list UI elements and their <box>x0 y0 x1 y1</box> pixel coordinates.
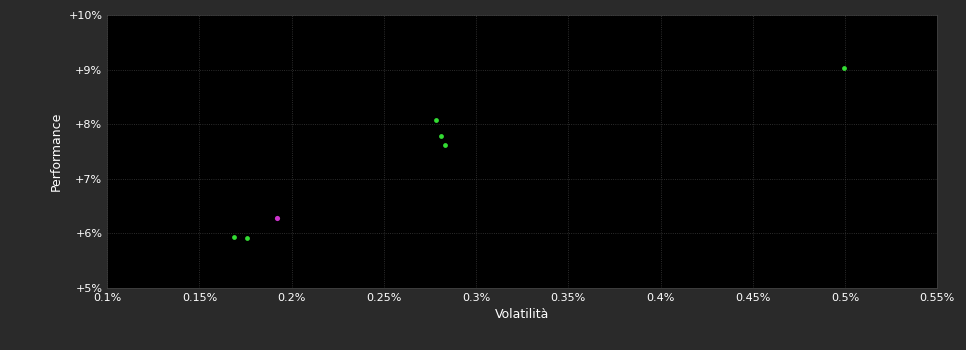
Point <box>270 215 285 221</box>
Point <box>434 133 449 139</box>
Point <box>837 65 852 71</box>
X-axis label: Volatilità: Volatilità <box>495 308 550 321</box>
Point <box>240 236 255 241</box>
Point <box>226 234 242 240</box>
Point <box>437 142 452 148</box>
Point <box>429 117 444 123</box>
Y-axis label: Performance: Performance <box>50 112 63 191</box>
